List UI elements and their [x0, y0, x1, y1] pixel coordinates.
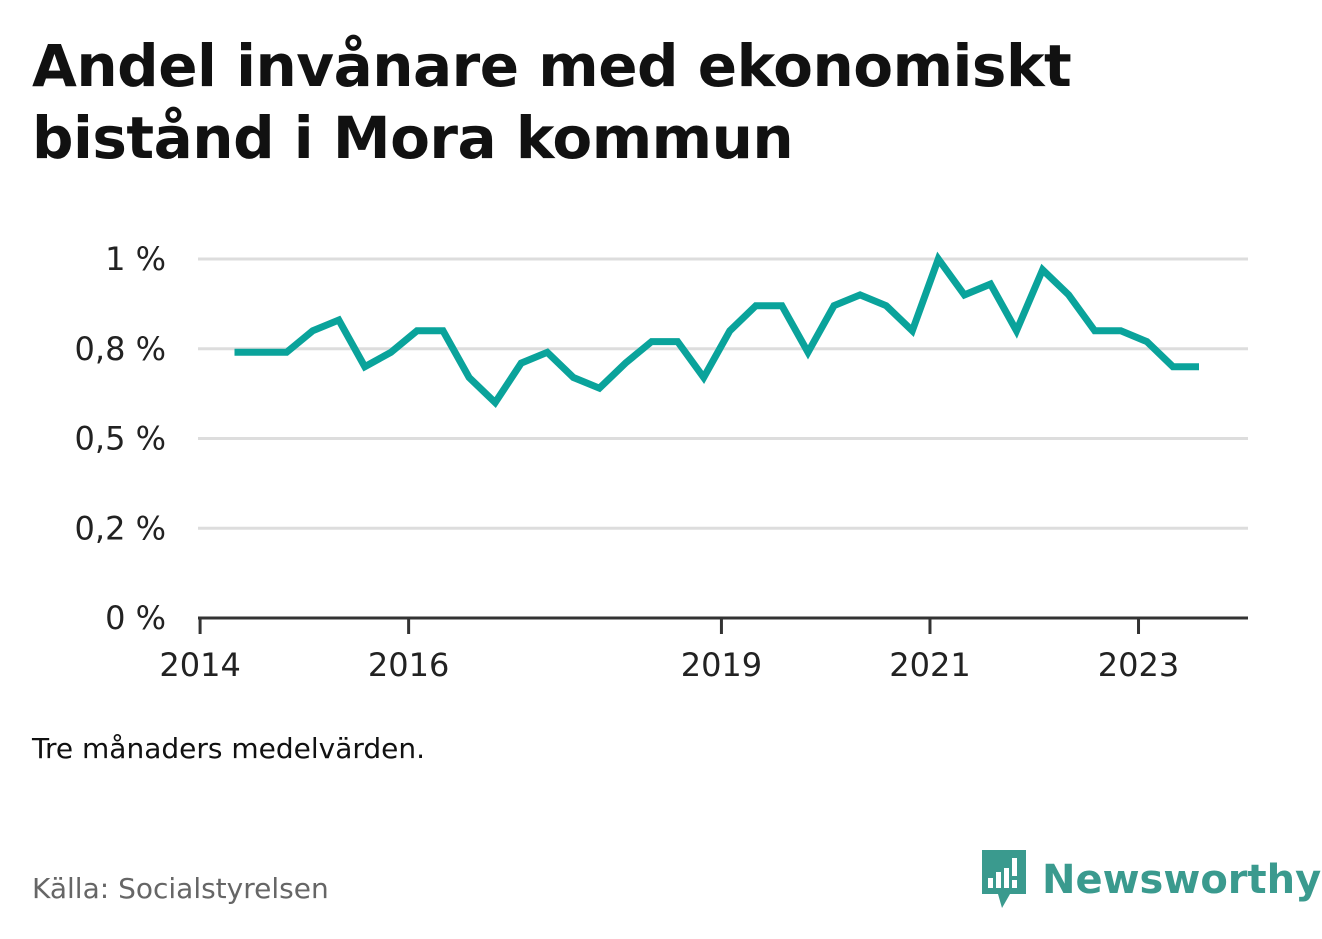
data-point — [362, 364, 368, 370]
data-point — [310, 328, 316, 334]
data-point — [1014, 328, 1020, 334]
data-point — [414, 328, 420, 334]
data-point — [231, 349, 237, 355]
data-point — [961, 292, 967, 298]
grid-lines — [198, 257, 1248, 530]
x-tick-label: 2014 — [159, 646, 240, 684]
data-point — [440, 328, 446, 334]
data-point — [909, 328, 915, 334]
source-credit: Källa: Socialstyrelsen — [32, 872, 329, 905]
data-point — [570, 374, 576, 380]
data-point — [336, 317, 342, 323]
y-tick-label: 0,5 % — [75, 420, 166, 458]
data-point — [466, 374, 472, 380]
data-point — [544, 349, 550, 355]
data-point — [649, 339, 655, 345]
chart-title: Andel invånare med ekonomiskt bistånd i … — [32, 32, 1072, 172]
x-tick-label: 2023 — [1098, 646, 1179, 684]
data-point — [883, 303, 889, 309]
data-point — [935, 256, 941, 262]
data-point — [284, 349, 290, 355]
data-point — [1118, 328, 1124, 334]
data-point — [831, 303, 837, 309]
data-point — [1066, 292, 1072, 298]
data-point — [258, 349, 264, 355]
data-point — [805, 349, 811, 355]
x-axis — [198, 616, 1248, 634]
x-tick-label: 2016 — [368, 646, 449, 684]
data-point — [675, 339, 681, 345]
data-point — [1196, 364, 1202, 370]
x-axis-labels: 2014 2016 2019 2021 2023 — [159, 646, 1179, 684]
chart-note: Tre månaders medelvärden. — [32, 732, 426, 765]
data-point — [857, 292, 863, 298]
series-layer — [231, 251, 1202, 409]
y-tick-label: 0,8 % — [75, 330, 166, 368]
data-point — [623, 360, 629, 366]
data-point — [388, 349, 394, 355]
y-tick-label: 1 % — [105, 240, 166, 278]
data-point — [1092, 328, 1098, 334]
x-tick-label: 2021 — [889, 646, 970, 684]
brand-logo: Newsworthy — [980, 848, 1321, 912]
data-point — [701, 374, 707, 380]
data-point — [596, 385, 602, 391]
x-tick-label: 2019 — [681, 646, 762, 684]
data-point — [518, 360, 524, 366]
y-tick-label: 0 % — [105, 599, 166, 637]
data-point — [987, 281, 993, 287]
newsworthy-logo-icon — [980, 848, 1028, 912]
data-point — [1144, 339, 1150, 345]
data-point — [753, 303, 759, 309]
brand-name: Newsworthy — [1042, 857, 1322, 903]
series-line — [234, 251, 1199, 409]
data-point — [1170, 364, 1176, 370]
data-point — [779, 303, 785, 309]
y-tick-label: 0,2 % — [75, 509, 166, 547]
y-axis-labels: 0 % 0,2 % 0,5 % 0,8 % 1 % — [75, 240, 166, 637]
data-point — [1040, 267, 1046, 273]
data-point — [727, 328, 733, 334]
data-point — [492, 400, 498, 406]
